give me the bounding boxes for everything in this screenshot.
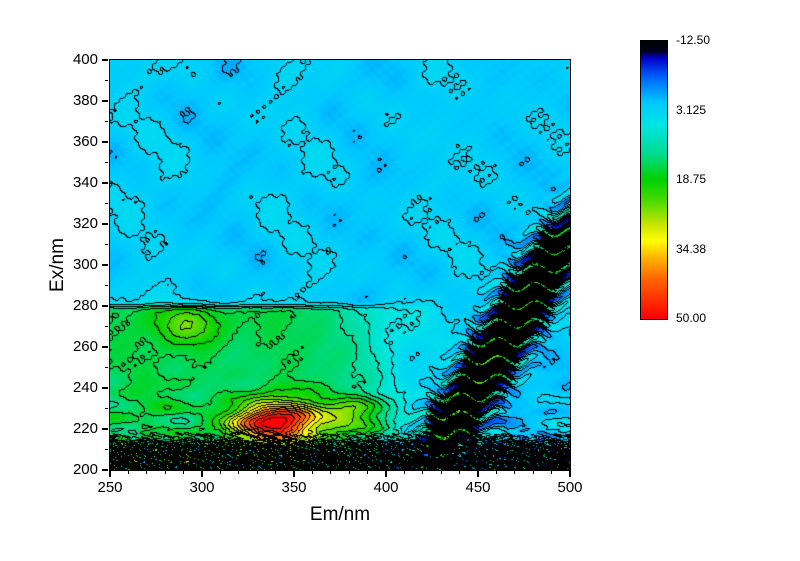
x-minor-tick-mark bbox=[459, 471, 461, 474]
x-minor-tick-mark bbox=[311, 471, 313, 474]
y-tick-label: 380 bbox=[72, 92, 98, 109]
x-tick-mark bbox=[109, 471, 111, 477]
x-tick-label: 300 bbox=[189, 479, 215, 496]
y-tick-label: 300 bbox=[72, 256, 98, 273]
y-minor-tick-mark bbox=[105, 367, 108, 368]
y-tick-label: 200 bbox=[72, 461, 98, 478]
x-tick-label: 250 bbox=[97, 479, 123, 496]
x-minor-tick-mark bbox=[532, 471, 534, 474]
y-tick-label: 260 bbox=[72, 338, 98, 355]
y-minor-tick-mark bbox=[105, 408, 108, 409]
x-minor-tick-mark bbox=[238, 471, 240, 474]
x-minor-tick-mark bbox=[164, 471, 166, 474]
x-minor-tick-mark bbox=[367, 471, 369, 474]
y-minor-tick-mark bbox=[105, 162, 108, 163]
y-tick-mark bbox=[102, 182, 108, 184]
x-tick-label: 350 bbox=[281, 479, 307, 496]
y-tick-label: 220 bbox=[72, 420, 98, 437]
x-axis-title: Em/nm bbox=[309, 504, 371, 525]
x-tick-mark bbox=[385, 471, 387, 477]
y-tick-mark bbox=[102, 305, 108, 307]
x-minor-tick-mark bbox=[183, 471, 185, 474]
x-minor-tick-mark bbox=[403, 471, 405, 474]
y-tick-mark bbox=[102, 469, 108, 471]
y-tick-mark bbox=[102, 141, 108, 143]
x-minor-tick-mark bbox=[440, 471, 442, 474]
y-tick-mark bbox=[102, 100, 108, 102]
y-tick-mark bbox=[102, 346, 108, 348]
y-tick-label: 360 bbox=[72, 133, 98, 150]
x-minor-tick-mark bbox=[256, 471, 258, 474]
colorbar-tick-label: 18.75 bbox=[676, 172, 707, 186]
x-minor-tick-mark bbox=[275, 471, 277, 474]
y-minor-tick-mark bbox=[105, 80, 108, 81]
contour-plot-canvas bbox=[110, 60, 570, 470]
y-tick-mark bbox=[102, 59, 108, 61]
x-minor-tick-mark bbox=[330, 471, 332, 474]
y-minor-tick-mark bbox=[105, 326, 108, 327]
y-tick-mark bbox=[102, 223, 108, 225]
y-tick-mark bbox=[102, 428, 108, 430]
y-minor-tick-mark bbox=[105, 203, 108, 204]
x-minor-tick-mark bbox=[495, 471, 497, 474]
x-tick-mark bbox=[569, 471, 571, 477]
y-tick-label: 400 bbox=[72, 51, 98, 68]
colorbar-tick-label: 50.00 bbox=[676, 311, 707, 325]
x-minor-tick-mark bbox=[219, 471, 221, 474]
y-minor-tick-mark bbox=[105, 121, 108, 122]
y-minor-tick-mark bbox=[105, 285, 108, 286]
x-minor-tick-mark bbox=[422, 471, 424, 474]
x-tick-mark bbox=[293, 471, 295, 477]
colorbar-tick-label: 34.38 bbox=[676, 241, 707, 256]
x-minor-tick-mark bbox=[146, 471, 148, 474]
colorbar-tick-label: 3.125 bbox=[676, 102, 707, 117]
y-minor-tick-mark bbox=[105, 244, 108, 245]
y-tick-label: 340 bbox=[72, 174, 98, 191]
x-minor-tick-mark bbox=[514, 471, 516, 474]
y-tick-label: 320 bbox=[72, 215, 98, 232]
x-tick-label: 450 bbox=[465, 479, 491, 496]
y-tick-mark bbox=[102, 264, 108, 266]
x-minor-tick-mark bbox=[551, 471, 553, 474]
x-tick-mark bbox=[477, 471, 479, 477]
colorbar-gradient bbox=[640, 40, 668, 320]
y-tick-mark bbox=[102, 387, 108, 389]
colorbar-tick-label: -12.50 bbox=[676, 33, 711, 47]
x-minor-tick-mark bbox=[348, 471, 350, 474]
y-tick-label: 280 bbox=[72, 297, 98, 314]
x-tick-label: 400 bbox=[373, 479, 399, 496]
y-tick-label: 240 bbox=[72, 379, 98, 396]
x-tick-label: 500 bbox=[557, 479, 583, 496]
x-minor-tick-mark bbox=[127, 471, 129, 474]
y-minor-tick-mark bbox=[105, 449, 108, 450]
x-tick-mark bbox=[201, 471, 203, 477]
